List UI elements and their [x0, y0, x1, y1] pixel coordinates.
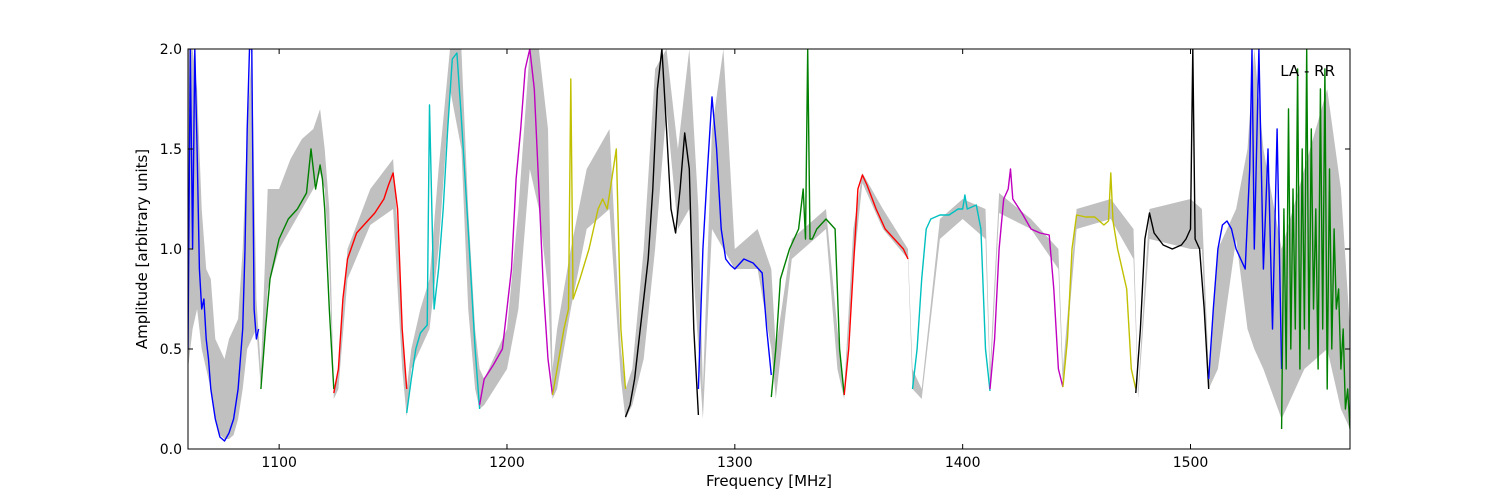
series-line-14	[1135, 49, 1210, 394]
series-line-12	[989, 168, 1064, 390]
series-line-13	[1062, 172, 1137, 390]
series-line-3	[333, 172, 408, 394]
series-line-6	[551, 78, 627, 396]
x-tick-label: 1500	[1173, 455, 1209, 471]
x-tick-label: 1300	[717, 455, 753, 471]
series-line-9	[770, 49, 845, 398]
series-line-2	[260, 148, 335, 390]
x-tick-label: 1400	[945, 455, 981, 471]
series-line-11	[911, 194, 991, 392]
series-line-8	[697, 96, 772, 390]
y-tick-label: 2.0	[160, 42, 182, 58]
axis-ticks: 1100 1200 1300 1400 1500 0.0 0.5 1.0 1.5 2.0	[160, 42, 1350, 471]
x-tick-label: 1100	[261, 455, 297, 471]
y-axis-label: Amplitude [arbitrary units]	[133, 149, 151, 349]
series-line-4	[406, 52, 481, 414]
y-tick-label: 1.0	[160, 242, 182, 258]
series-line-7	[624, 49, 700, 418]
polarization-annotation: LA - RR	[1280, 62, 1335, 80]
series-line-15	[1208, 49, 1283, 380]
y-tick-label: 1.5	[160, 142, 182, 158]
y-tick-label: 0.0	[160, 442, 182, 458]
series-line-10	[843, 174, 909, 396]
series-line-16	[1280, 49, 1350, 430]
series-line-5	[478, 49, 554, 406]
series-line-1	[188, 49, 260, 442]
y-tick-label: 0.5	[160, 342, 182, 358]
x-axis-label: Frequency [MHz]	[706, 472, 832, 490]
plot-area	[188, 49, 1350, 442]
x-tick-label: 1200	[489, 455, 525, 471]
